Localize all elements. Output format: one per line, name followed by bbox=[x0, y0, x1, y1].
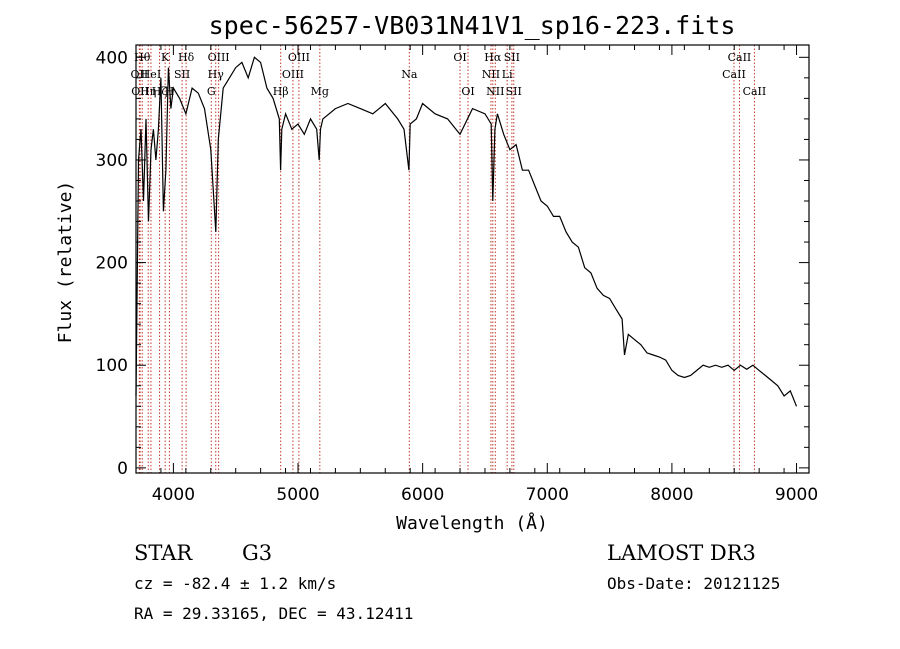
y-tick-label: 100 bbox=[96, 356, 128, 376]
y-tick-label: 0 bbox=[117, 459, 128, 479]
line-marker-label: Hα bbox=[484, 51, 502, 64]
line-marker-label: Mg bbox=[311, 85, 329, 98]
line-marker-label: CaII bbox=[728, 51, 752, 64]
observation-date: Obs-Date: 20121125 bbox=[607, 574, 780, 593]
line-marker-label: Hδ bbox=[178, 51, 195, 64]
line-marker-label: CaII bbox=[743, 85, 767, 98]
x-tick-label: 9000 bbox=[775, 485, 818, 505]
spectral-subclass: G3 bbox=[242, 541, 272, 565]
y-tick-label: 300 bbox=[96, 151, 128, 171]
line-marker-label: OI bbox=[461, 85, 474, 98]
emission-line-labels: OIIOIIHθHηHeIHζKHSIIHδGHγOIIIHβOIIIOIIIM… bbox=[131, 51, 767, 98]
line-marker-label: Hβ bbox=[273, 85, 289, 98]
line-marker-label: Na bbox=[401, 68, 418, 81]
y-axis-label: Flux (relative) bbox=[55, 181, 76, 344]
line-marker-label: OIII bbox=[282, 68, 304, 81]
line-marker-label: SII bbox=[504, 51, 520, 64]
x-tick-label: 6000 bbox=[401, 485, 444, 505]
line-marker-label: OI bbox=[453, 51, 466, 64]
redshift-velocity: cz = -82.4 ± 1.2 km/s bbox=[134, 574, 336, 593]
object-class: STAR bbox=[134, 541, 193, 565]
y-tick-label: 400 bbox=[96, 48, 128, 68]
line-marker-label: OIII bbox=[208, 51, 230, 64]
spectrum-line bbox=[135, 56, 798, 407]
y-axis-ticks: 0 100 200 300 400 bbox=[96, 48, 809, 479]
line-marker-label: Hζ bbox=[152, 85, 168, 98]
line-marker-label: OII bbox=[131, 68, 149, 81]
x-tick-label: 5000 bbox=[276, 485, 319, 505]
x-tick-label: 7000 bbox=[526, 485, 569, 505]
x-axis-ticks: 4000 5000 6000 7000 8000 9000 bbox=[135, 45, 818, 505]
line-marker-label: NII bbox=[486, 85, 504, 98]
line-marker-label: Hγ bbox=[208, 68, 225, 81]
coordinates: RA = 29.33165, DEC = 43.12411 bbox=[134, 604, 413, 623]
line-marker-label: SII bbox=[506, 85, 522, 98]
x-axis-label: Wavelength (Å) bbox=[396, 512, 548, 534]
chart-title: spec-56257-VB031N41V1_sp16-223.fits bbox=[209, 11, 736, 40]
emission-line-markers bbox=[138, 45, 755, 473]
line-marker-label: HeI bbox=[141, 68, 161, 81]
line-marker-label: Li bbox=[502, 68, 513, 81]
line-marker-label: G bbox=[207, 85, 216, 98]
line-marker-label: OIII bbox=[288, 51, 310, 64]
line-marker-label: NII bbox=[482, 68, 500, 81]
y-tick-label: 200 bbox=[96, 254, 128, 274]
x-tick-label: 8000 bbox=[650, 485, 693, 505]
plot-frame bbox=[135, 44, 810, 474]
line-marker-label: SII bbox=[174, 68, 190, 81]
line-marker-label: K bbox=[161, 51, 170, 64]
line-marker-label: CaII bbox=[722, 68, 746, 81]
x-tick-label: 4000 bbox=[152, 485, 195, 505]
survey-name: LAMOST DR3 bbox=[607, 541, 756, 565]
line-marker-label: Hη bbox=[140, 85, 156, 98]
